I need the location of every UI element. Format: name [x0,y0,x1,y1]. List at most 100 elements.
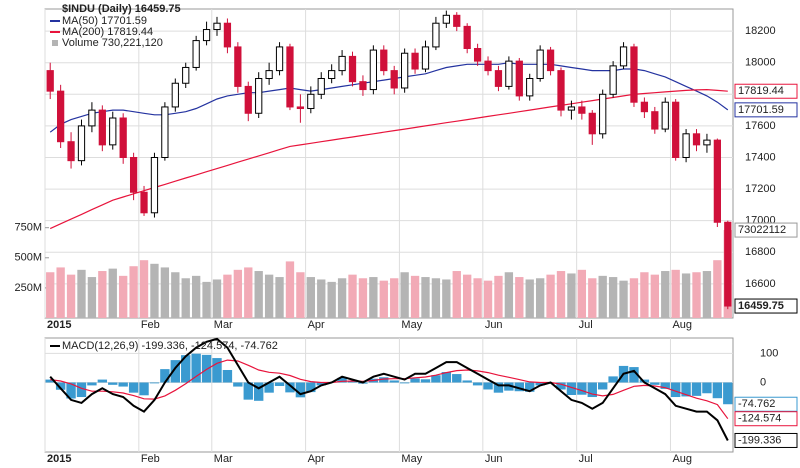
candle-body [223,22,232,48]
candle-body [275,46,284,72]
histogram-bar [691,382,702,396]
volume-bar [567,273,576,318]
histogram-bar [108,382,118,385]
volume-bar [681,273,691,318]
candle-body [234,46,242,87]
x-tick-label: May [401,453,422,465]
volume-bar [692,272,701,318]
candle-body [505,60,513,87]
volume-bar [483,280,493,318]
candle-body [307,93,315,110]
candle-body [557,70,565,111]
candle-body [46,70,54,92]
volume-bar [504,272,514,318]
candle-body [171,82,179,108]
histogram-bar [587,382,597,398]
histogram-bar [264,382,274,393]
histogram-bar [483,382,493,390]
histogram-bar [76,382,87,398]
volume-bar [244,267,253,318]
histogram-bar [577,382,587,395]
histogram-bar [389,380,399,383]
value-tag-box [734,432,798,448]
histogram-bar [316,382,326,386]
legend-label: MA(200) 17819.44 [62,26,153,38]
y-tick-label: 18000 [745,57,776,69]
value-tag-box [734,83,798,99]
candle-body [338,55,346,72]
volume-bar [442,279,451,318]
histogram-bar [87,382,97,386]
volume-bar [212,279,222,318]
candle-body [567,106,576,111]
y-tick-label: 16800 [745,246,776,258]
candle-body [67,141,75,162]
candle-body [265,70,273,80]
candle-body [129,156,138,193]
volume-bar [452,271,461,318]
signal-line [50,359,729,420]
x-tick-label: Jul [579,319,593,331]
candle-body [161,106,169,158]
y-tick-label: 100 [760,347,778,359]
volume-bar [337,278,347,318]
candle-body [609,65,617,95]
chart-title: MACD(12,26,9) -199.336, -124.574, -74.76… [62,340,278,352]
candle-body [328,70,336,80]
volume-bar [181,278,190,318]
volume-bar [535,278,545,318]
candle-body [140,191,148,214]
candle-body [150,156,159,214]
candle-body [369,49,377,91]
histogram-bar [514,382,524,392]
candle-body [380,49,388,72]
candle-body [192,40,200,68]
candle-body [401,52,409,89]
x-tick-label: Feb [141,319,160,331]
candle-body [672,101,680,158]
candle-body [453,14,461,27]
marks [45,10,733,441]
y-tick-label: 18200 [745,25,776,37]
volume-bar [431,278,441,318]
histogram-bar [650,382,660,385]
x-tick-label: 2015 [47,319,71,331]
candle-body [109,117,117,146]
candle-body [432,22,440,48]
volume-bar [296,272,305,318]
y2-tick-label: 250M [14,282,42,294]
volume-bar [546,274,555,318]
volume-bar [317,279,326,318]
candle-body [411,52,419,70]
moving-average-line [49,88,728,230]
volume-bar [327,281,336,318]
histogram-bar [160,369,170,383]
y-tick-label: 17200 [745,183,776,195]
x-tick-label: Jun [485,319,503,331]
x-tick-label: Aug [672,453,692,465]
volume-bar [119,275,128,318]
candle-body [661,101,669,130]
chart-title: $INDU (Daily) 16459.75 [62,3,181,15]
volume-bar [108,268,117,318]
candle-body [244,85,252,114]
x-tick-label: Jul [579,453,593,465]
histogram-bar [535,382,545,386]
histogram-bar [712,382,723,399]
candle-body [473,47,482,62]
histogram-bar [556,382,566,390]
histogram-bar [66,382,76,399]
volume-bar [661,271,670,318]
value-tag: -199.336 [738,434,781,446]
volume-bar [254,271,263,318]
candle-body [286,46,294,108]
volume-bar [160,267,170,318]
candle-body [421,46,430,70]
candle-body [390,70,398,89]
candle-body [724,221,732,307]
histogram-bar [504,382,514,391]
volume-bar [285,261,295,318]
value-tag-box [734,102,798,118]
candle-body [182,66,190,84]
